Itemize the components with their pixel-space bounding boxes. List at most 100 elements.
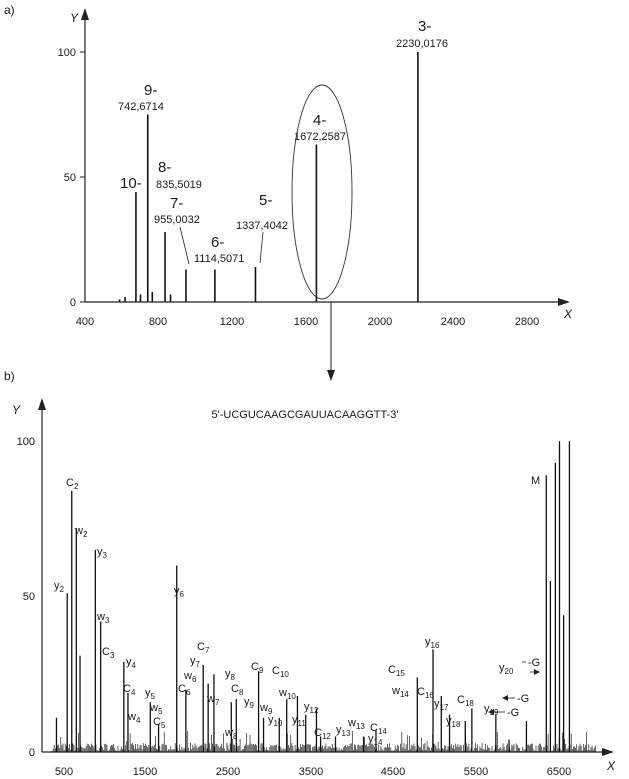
panel-a-ytick-label: 0 <box>70 297 76 309</box>
fragment-label: y7 <box>190 655 201 669</box>
panel-a-xtick-label: 1200 <box>220 316 244 328</box>
panel-b-annotations: C2 w2 y2 y3 w3 C3 y4 C4 w4 y5 w5 C5 y6 C… <box>54 475 540 747</box>
fragment-label: C9 <box>251 661 264 675</box>
mz-label: 742,6714 <box>118 101 164 113</box>
fragment-label: w9 <box>259 702 273 716</box>
fragment-label: y5 <box>145 687 156 701</box>
panel-b-peaks <box>55 441 571 752</box>
panel-b-baseline-noise <box>51 731 596 752</box>
loss-arrow-head <box>488 709 494 715</box>
panel-b-ytick-label: 50 <box>23 591 35 603</box>
mz-label: 2230,0176 <box>396 38 448 50</box>
fragment-label: C5 <box>153 716 166 730</box>
mz-label: 1114,5071 <box>194 253 244 265</box>
fragment-label: w3 <box>96 611 110 625</box>
fragment-label: -G <box>528 657 540 669</box>
fragment-label: w4 <box>127 711 141 725</box>
mz-label: 1337,4042 <box>236 220 288 232</box>
charge-label: 3- <box>418 18 431 35</box>
panel-a-xtick-label: 2000 <box>368 316 392 328</box>
panel-b-x-ticks: 500 1500 2500 3500 4500 5500 6500 <box>55 766 571 778</box>
panel-b-x-arrow <box>602 748 614 756</box>
fragment-label: y19 <box>484 703 499 717</box>
panel-b-xtick-label: 3500 <box>299 766 323 778</box>
panel-b-x-label: X <box>606 759 616 773</box>
fragment-label: C6 <box>178 683 191 697</box>
fragment-label: y8 <box>225 668 236 682</box>
mz-label: 1672,2587 <box>294 131 346 143</box>
panel-a-ytick-label: 50 <box>64 172 76 184</box>
fragment-label: w10 <box>278 687 296 701</box>
sequence-title: 5'-UCGUCAAGCGAUUACAAGGTT-3' <box>212 409 399 421</box>
fragment-label: w13 <box>347 717 365 731</box>
panel-b-y-label: Y <box>12 403 21 417</box>
fragment-label: M <box>531 475 540 487</box>
panel-a-y-arrow <box>81 8 89 20</box>
fragment-label: y17 <box>434 698 449 712</box>
fragment-label: y13 <box>336 724 351 738</box>
panel-b-xtick-label: 4500 <box>381 766 405 778</box>
fragment-label: C3 <box>102 646 115 660</box>
mz-label: 955,0032 <box>154 214 200 226</box>
fragment-label: y6 <box>174 585 185 599</box>
panel-b-xtick-label: 500 <box>55 766 73 778</box>
fragment-label: y16 <box>425 636 440 650</box>
mz-label: 835,5019 <box>156 179 202 191</box>
panel-a-xtick-label: 400 <box>76 316 94 328</box>
fragment-label: C7 <box>197 641 210 655</box>
panel-a-x-arrow <box>558 298 570 306</box>
fragment-label: y10 <box>268 714 283 728</box>
fragment-label: w6 <box>183 670 197 684</box>
fragment-label: C10 <box>272 665 289 679</box>
fragment-label: C12 <box>314 727 331 741</box>
panel-a-annotations: 10- 9- 742,6714 8- 835,5019 7- 955,0032 … <box>118 18 448 265</box>
fragment-label: w7 <box>206 693 220 707</box>
charge-label: 7- <box>170 195 183 212</box>
panel-a-y-ticks: 0 50 100 <box>58 47 85 309</box>
panel-a-xtick-label: 2800 <box>515 316 539 328</box>
panel-b-ytick-label: 100 <box>17 436 35 448</box>
fragment-label: y18 <box>446 715 461 729</box>
panel-a-xtick-label: 800 <box>149 316 167 328</box>
panel-b-xtick-label: 6500 <box>547 766 571 778</box>
panel-b-ytick-label: 0 <box>29 747 35 759</box>
leader-line <box>179 226 190 265</box>
fragment-label: C15 <box>388 664 405 678</box>
fragment-label: w2 <box>74 525 88 539</box>
panel-a-y-label: Y <box>70 11 79 25</box>
fragment-label: y20 <box>499 662 514 676</box>
selection-ellipse <box>291 84 353 300</box>
charge-label: 9- <box>144 82 157 99</box>
fragment-label: w8 <box>224 727 238 741</box>
fragment-label: C2 <box>66 477 79 491</box>
panel-b-y-arrow <box>38 398 46 410</box>
loss-arrow-head <box>534 669 540 675</box>
fragment-label: y11 <box>292 714 306 728</box>
fragment-label: y14 <box>368 733 383 747</box>
panel-a-label: a) <box>4 3 15 17</box>
charge-label: 10- <box>120 175 142 192</box>
fragment-label: y4 <box>126 656 137 670</box>
fragment-label: y2 <box>54 580 65 594</box>
fragment-label: C14 <box>370 722 387 736</box>
panel-a-peaks <box>118 52 419 302</box>
fragment-label: C18 <box>457 694 474 708</box>
panel-a-xtick-label: 2400 <box>441 316 465 328</box>
panel-b-label: b) <box>4 369 15 383</box>
fragment-label: y3 <box>97 546 108 560</box>
panel-a-xtick-label: 1600 <box>294 316 318 328</box>
fragment-label: C4 <box>123 683 136 697</box>
panel-a: a) Y X 0 50 100 400 800 1200 1600 2000 2… <box>4 3 573 381</box>
charge-label: 6- <box>211 234 224 251</box>
panel-a-x-ticks: 400 800 1200 1600 2000 2400 2800 <box>76 316 539 328</box>
fragment-label: w5 <box>149 702 163 716</box>
charge-label: 4- <box>313 112 326 129</box>
fragment-label: w14 <box>391 685 409 699</box>
leader-line <box>259 231 264 264</box>
panel-b-xtick-label: 5500 <box>464 766 488 778</box>
panel-a-x-label: X <box>563 307 573 321</box>
loss-arrow-head <box>502 695 508 701</box>
fragment-label: -G <box>507 707 519 719</box>
panel-a-ytick-label: 100 <box>58 47 76 59</box>
charge-label: 8- <box>158 159 171 176</box>
